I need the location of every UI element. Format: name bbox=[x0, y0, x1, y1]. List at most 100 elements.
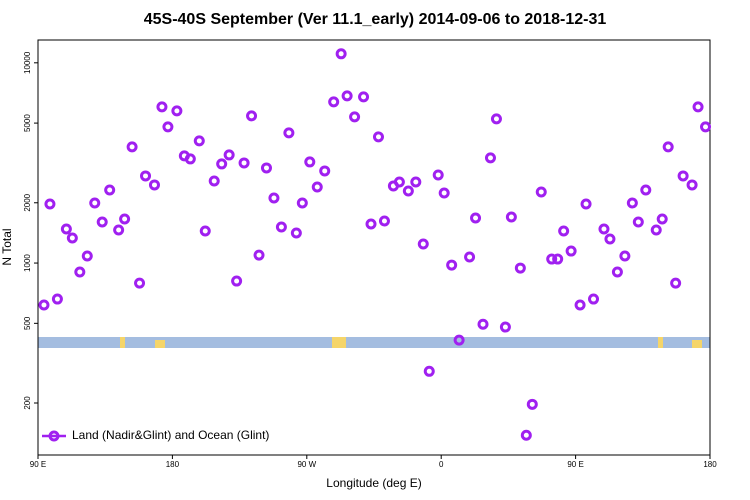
y-tick-label: 5000 bbox=[23, 114, 32, 132]
y-tick-label: 200 bbox=[23, 396, 32, 410]
point bbox=[558, 225, 570, 237]
point bbox=[260, 162, 272, 174]
point bbox=[246, 110, 258, 122]
point bbox=[470, 212, 482, 224]
point bbox=[81, 250, 93, 262]
point bbox=[662, 141, 674, 153]
point bbox=[464, 251, 476, 263]
point bbox=[199, 225, 211, 237]
x-tick-label: 180 bbox=[166, 460, 180, 469]
point bbox=[162, 121, 174, 133]
point bbox=[60, 223, 72, 235]
point bbox=[349, 111, 361, 123]
point bbox=[650, 224, 662, 236]
point bbox=[535, 186, 547, 198]
y-tick-label: 2000 bbox=[23, 193, 32, 211]
point bbox=[66, 232, 78, 244]
point bbox=[393, 176, 405, 188]
point bbox=[546, 253, 558, 265]
y-axis-label: N Total bbox=[0, 228, 14, 265]
point bbox=[417, 238, 429, 250]
legend-marker bbox=[48, 430, 60, 442]
point bbox=[588, 293, 600, 305]
point bbox=[656, 213, 668, 225]
point bbox=[268, 192, 280, 204]
point bbox=[193, 135, 205, 147]
point bbox=[328, 96, 340, 108]
point bbox=[692, 101, 704, 113]
point bbox=[640, 184, 652, 196]
point bbox=[432, 169, 444, 181]
point bbox=[51, 293, 63, 305]
point bbox=[598, 223, 610, 235]
x-axis-label: Longitude (deg E) bbox=[326, 476, 421, 490]
plot-frame bbox=[37, 39, 711, 456]
point bbox=[358, 91, 370, 103]
point bbox=[319, 165, 331, 177]
x-tick-label: 0 bbox=[439, 460, 444, 469]
point bbox=[335, 48, 347, 60]
point bbox=[372, 131, 384, 143]
point bbox=[96, 216, 108, 228]
point bbox=[580, 198, 592, 210]
point bbox=[283, 127, 295, 139]
x-tick-label: 90 W bbox=[297, 460, 316, 469]
point bbox=[253, 249, 265, 261]
point bbox=[686, 179, 698, 191]
point bbox=[134, 277, 146, 289]
legend-label: Land (Nadir&Glint) and Ocean (Glint) bbox=[72, 428, 269, 442]
point bbox=[477, 318, 489, 330]
point bbox=[402, 185, 414, 197]
point bbox=[410, 176, 422, 188]
point bbox=[148, 179, 160, 191]
point bbox=[223, 149, 235, 161]
x-tick-label: 90 E bbox=[567, 460, 583, 469]
point bbox=[74, 266, 86, 278]
point bbox=[119, 213, 131, 225]
point bbox=[670, 277, 682, 289]
point bbox=[275, 221, 287, 233]
point bbox=[552, 253, 564, 265]
point bbox=[505, 211, 517, 223]
point bbox=[184, 153, 196, 165]
point bbox=[311, 181, 323, 193]
point bbox=[341, 90, 353, 102]
point bbox=[231, 275, 243, 287]
y-tick-label: 10000 bbox=[23, 51, 32, 74]
point bbox=[365, 218, 377, 230]
point bbox=[677, 170, 689, 182]
chart-title: 45S-40S September (Ver 11.1_early) 2014-… bbox=[144, 11, 607, 28]
point bbox=[490, 113, 502, 125]
point bbox=[700, 121, 712, 133]
point bbox=[378, 215, 390, 227]
point bbox=[453, 334, 465, 346]
point bbox=[446, 259, 458, 271]
land-strip bbox=[38, 337, 710, 348]
point bbox=[619, 250, 631, 262]
point bbox=[526, 398, 538, 410]
point bbox=[438, 187, 450, 199]
point bbox=[565, 245, 577, 257]
point bbox=[499, 321, 511, 333]
point bbox=[113, 224, 125, 236]
point bbox=[104, 184, 116, 196]
point bbox=[632, 216, 644, 228]
point bbox=[423, 365, 435, 377]
point bbox=[626, 197, 638, 209]
point bbox=[296, 197, 308, 209]
point bbox=[304, 156, 316, 168]
point bbox=[38, 299, 50, 311]
point bbox=[44, 198, 56, 210]
point bbox=[140, 170, 152, 182]
point bbox=[126, 141, 138, 153]
x-tick-label: 180 bbox=[703, 460, 717, 469]
y-tick-label: 1000 bbox=[23, 254, 32, 272]
point bbox=[514, 262, 526, 274]
point bbox=[611, 266, 623, 278]
point bbox=[156, 101, 168, 113]
point bbox=[604, 233, 616, 245]
point bbox=[216, 158, 228, 170]
point bbox=[290, 227, 302, 239]
point bbox=[171, 105, 183, 117]
